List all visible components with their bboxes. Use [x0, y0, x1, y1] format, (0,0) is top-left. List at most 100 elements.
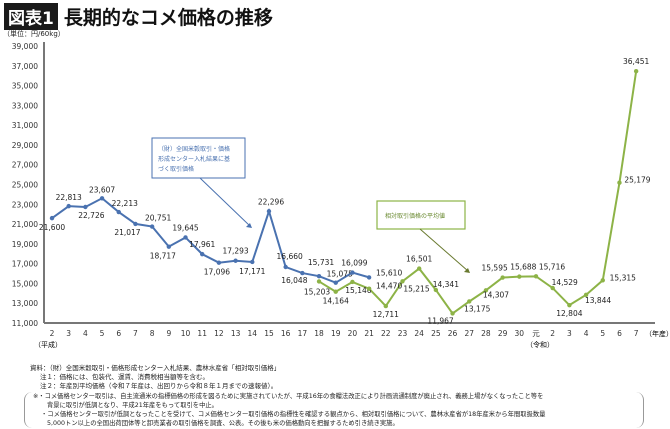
data-point: [300, 270, 305, 276]
x-tick-label: 23: [398, 329, 408, 338]
data-point: [433, 287, 439, 293]
y-tick-label: 19,000: [12, 240, 38, 249]
data-label: 15,595: [482, 264, 508, 273]
x-tick-label: 4: [83, 329, 88, 338]
data-point: [350, 270, 355, 275]
data-point: [66, 203, 71, 209]
x-tick-label: 17: [298, 329, 308, 338]
x-tick-label: 18: [314, 329, 324, 338]
x-tick-label: 16: [281, 329, 291, 338]
series-1-annotation-text: づく取引価格: [158, 165, 194, 173]
data-point: [633, 69, 639, 74]
x-tick-label: 14: [248, 329, 258, 338]
remark-2b: 5,000トン以上の全国出荷団体等と卸売業者の取引価格を調査、公表。その後も米の…: [47, 420, 399, 427]
x-tick-label: 11: [197, 329, 207, 338]
data-label: 21,600: [39, 223, 65, 232]
line-chart: 11,000 13,000 15,000 17,000 19,000 21,000 23,0…: [12, 42, 670, 349]
series-2-annotation-text: 相対取引価格の平均値: [385, 212, 445, 220]
x-tick-label: 8: [150, 329, 155, 338]
y-tick-label: 27,000: [12, 161, 38, 170]
remark-1: ※・コメ価格センター取引は、自主流通米の指標価格の形成を図るために実施されていた…: [33, 393, 544, 400]
data-label: 15,075: [327, 270, 353, 279]
y-tick-label: 35,000: [12, 82, 38, 91]
series-2-annotation-box: [376, 200, 466, 230]
note-2: 注２：年産別平均価格（令和７年産は、出回りから令和８年１月までの速報値）。: [40, 382, 278, 390]
x-tick-label: 5: [100, 329, 105, 338]
chart-title: 図表1 長期的なコメ価格の推移: [4, 3, 273, 30]
data-label: 11,967: [427, 316, 453, 325]
notes: 資料：（財）全国米穀取引・価格形成センター入札結果、農林水産省「相対取引価格」 …: [30, 364, 280, 391]
data-label: 15,716: [539, 262, 565, 271]
data-label: 21,017: [114, 228, 140, 237]
y-tick-label: 11,000: [12, 319, 38, 328]
source-note: 資料：（財）全国米穀取引・価格形成センター入札結果、農林水産省「相対取引価格」: [30, 364, 281, 372]
data-label: 15,731: [308, 258, 334, 267]
data-label: 22,213: [112, 199, 138, 208]
x-tick-label: 7: [133, 329, 138, 338]
data-point: [166, 244, 172, 249]
data-label: 15,215: [403, 284, 429, 293]
remark-2: ・コメ価格センター取引が低調となったことを受けて、コメ価格センター取引価格の指標…: [41, 411, 546, 418]
data-point: [83, 204, 88, 210]
era-label-heisei: （平成）: [34, 340, 62, 349]
data-label: 15,315: [610, 273, 636, 282]
series-1-arrow: [199, 177, 251, 227]
data-label: 12,711: [373, 310, 399, 319]
data-point: [583, 292, 589, 298]
x-tick-label: 3: [567, 329, 572, 338]
data-point: [383, 303, 388, 309]
series-2-arrow: [419, 228, 469, 272]
data-label: 18,717: [150, 252, 176, 261]
x-tick-label: 28: [481, 329, 491, 338]
x-tick-label: 20: [348, 329, 358, 338]
data-label: 22,296: [258, 197, 284, 206]
data-label: 36,451: [623, 57, 649, 66]
data-label: 15,203: [304, 287, 330, 296]
x-tick-label: 6: [116, 329, 121, 338]
data-point: [500, 275, 505, 280]
data-label: 14,529: [552, 278, 578, 287]
x-tick-label: 2: [550, 329, 555, 338]
series-line-2: [318, 71, 638, 315]
data-label: 17,961: [189, 240, 215, 249]
data-label: 20,751: [145, 214, 171, 223]
x-tick-label: 29: [498, 329, 508, 338]
x-tick-label: 25: [431, 329, 441, 338]
y-tick-label: 33,000: [12, 101, 38, 110]
data-point: [567, 302, 572, 308]
data-label: 15,688: [510, 263, 536, 272]
data-label: 16,099: [341, 259, 367, 268]
data-point: [283, 264, 288, 270]
y-tick-label: 37,000: [12, 62, 38, 71]
data-label: 16,048: [281, 276, 307, 285]
remarks-box: ※・コメ価格センター取引は、自主流通米の指標価格の形成を図るために実施されていた…: [24, 392, 644, 428]
x-tick-label: 19: [331, 329, 341, 338]
title-text: 長期的なコメ価格の推移: [63, 7, 273, 29]
data-label: 17,171: [239, 267, 265, 276]
data-point: [266, 209, 272, 214]
era-label-reiwa: （令和）: [526, 340, 554, 349]
data-point: [316, 279, 322, 284]
series-1-annotation-text: （財）全国米穀取引・価格: [158, 145, 230, 153]
y-tick-label: 39,000: [12, 42, 38, 51]
x-unit-label: （年産）: [645, 329, 670, 338]
data-label: 16,501: [406, 255, 432, 264]
x-tick-label: 9: [166, 329, 171, 338]
y-tick-label: 25,000: [12, 181, 38, 190]
data-point: [467, 299, 472, 304]
data-point: [149, 224, 155, 229]
data-point: [550, 285, 555, 291]
x-tick-label: 2: [50, 329, 55, 338]
data-point: [366, 275, 372, 280]
y-tick-label: 29,000: [12, 141, 38, 150]
data-point: [400, 279, 405, 284]
data-label: 17,096: [204, 268, 230, 277]
data-label: 13,175: [464, 304, 490, 313]
y-tick-label: 13,000: [12, 299, 38, 308]
data-point: [49, 215, 55, 221]
data-point: [99, 196, 105, 201]
data-point: [333, 280, 338, 285]
data-label: 25,179: [624, 176, 650, 185]
x-tick-label: 5: [600, 329, 605, 338]
data-label: 22,813: [56, 193, 82, 202]
